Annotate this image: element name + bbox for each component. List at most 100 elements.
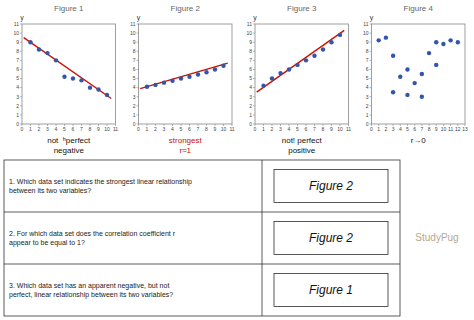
x-tick-label: 9 [97,126,100,132]
plot-marks [257,30,345,92]
y-tick-label: 7 [133,57,136,63]
y-axis-label: y [20,14,24,22]
x-tick-label: 11 [113,126,118,132]
question-line: appear to be equal to 1? [9,239,85,247]
point [312,54,316,58]
y-tick [253,51,255,52]
x-tick-label: 10 [221,126,227,132]
x-tick-label: 4 [399,126,402,132]
y-tick [253,42,255,43]
x-tick-label: 4 [288,126,291,132]
answer-box [274,221,388,254]
x-tick-label: 2 [38,126,41,132]
point [420,95,424,99]
point [221,64,225,68]
y-tick [253,78,255,79]
y-tick-label: 8 [16,48,19,54]
scatter-chart: Figure 3y0123456789101101234567891011not… [246,4,351,155]
x-tick-label: 5 [63,126,66,132]
point [79,78,83,82]
question: 3. Which data set has an apparent negati… [9,282,173,299]
plot-marks [376,35,460,98]
point [179,76,183,80]
point [62,75,66,79]
y-tick [253,105,255,106]
y-tick-label: 7 [366,57,369,63]
y-tick [370,42,372,43]
y-tick [370,33,372,34]
x-tick-label: 8 [89,126,92,132]
x-tick-label: 11 [346,126,351,132]
y-tick [370,87,372,88]
y-tick-label: 11 [363,21,368,27]
y-tick [137,124,139,125]
y-tick-label: 4 [16,84,19,90]
point [88,85,92,89]
y-tick [20,87,22,88]
point [105,93,109,97]
scatter-chart: Figure 1y0123456789101101234567891011not… [13,4,118,155]
qa-table: 1. Which data set indicates the stronges… [4,160,400,316]
y-tick [137,42,139,43]
point [28,40,32,44]
background [0,0,474,320]
answer-box [274,273,388,306]
y-tick-label: 7 [16,57,19,63]
annotation: not ʰperfect [47,136,91,145]
y-tick [20,33,22,34]
y-tick-label: 1 [133,112,136,118]
y-tick-label: 2 [249,103,252,109]
annotation: strongest [169,136,203,145]
y-tick [370,114,372,115]
x-tick-label: 10 [337,126,343,132]
question-line: 1. Which data set indicates the stronges… [9,178,192,186]
point [162,80,166,84]
plot-marks [140,63,228,89]
x-tick-label: 6 [188,126,191,132]
fit-line [140,63,228,88]
point [278,71,282,75]
y-tick [137,51,139,52]
x-tick-label: 0 [254,126,257,132]
annotation: r≈1 [179,146,191,155]
point [448,38,452,42]
y-tick-label: 6 [133,66,136,72]
x-tick-label: 3 [392,126,395,132]
point [153,83,157,87]
y-tick-label: 10 [363,30,369,36]
x-tick-label: 7 [420,126,423,132]
y-tick-label: 2 [366,103,369,109]
x-tick-label: 5 [406,126,409,132]
y-tick [253,96,255,97]
x-tick-label: 10 [441,126,447,132]
y-tick [253,24,255,25]
scatter-chart: Figure 2y0123456789101101234567891011str… [130,4,235,155]
x-tick-label: 8 [428,126,431,132]
x-tick-label: 1 [146,126,149,132]
y-tick [20,114,22,115]
table-row-line [4,264,400,265]
fit-line [24,38,112,99]
question-line: 2. For which data set does the correlati… [9,230,176,237]
scatter-chart: Figure 4y0123456789101112130123456789101… [363,4,468,145]
x-tick-label: 8 [322,126,325,132]
x-tick-label: 4 [55,126,58,132]
plot-frame [139,24,233,124]
y-tick-label: 9 [249,39,252,45]
point [204,70,208,74]
y-tick-label: 2 [16,103,19,109]
watermark: StudyPug [415,232,458,243]
x-tick-label: 9 [435,126,438,132]
y-tick [20,96,22,97]
x-tick-label: 10 [104,126,110,132]
plot-frame [372,24,466,124]
y-tick-label: 3 [366,94,369,100]
y-tick-label: 10 [130,30,136,36]
y-tick [137,33,139,34]
point [71,76,75,80]
point [405,93,409,97]
plot-frame [255,24,349,124]
y-tick [253,114,255,115]
point [196,72,200,76]
y-tick-label: 3 [133,94,136,100]
